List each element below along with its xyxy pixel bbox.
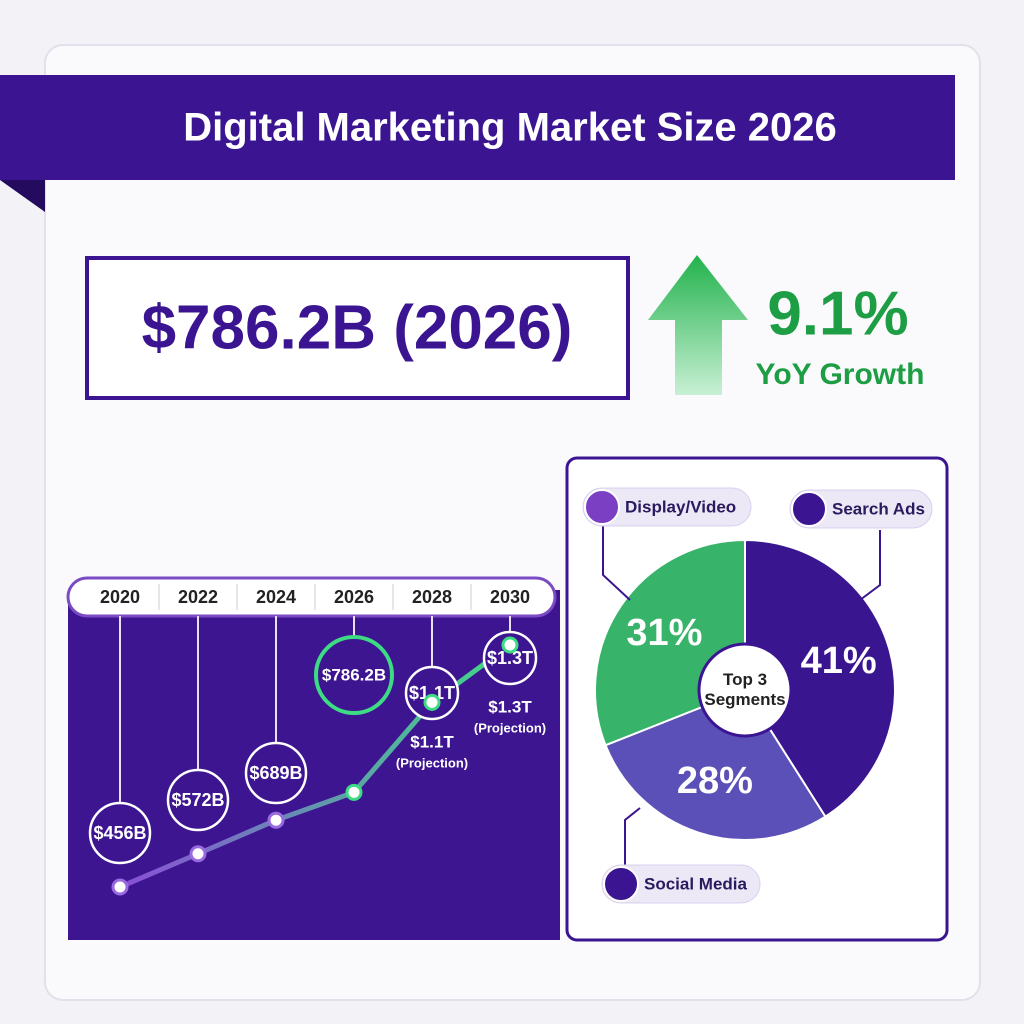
year-label: 2028 xyxy=(412,587,452,607)
legend-connector xyxy=(602,525,631,601)
legend-label: Display/Video xyxy=(625,497,736,516)
legend-label: Search Ads xyxy=(832,499,925,518)
projection-value: $1.1T xyxy=(410,732,454,751)
headline-box xyxy=(85,256,630,400)
projection-note: (Projection) xyxy=(474,720,546,735)
timeline-panel xyxy=(68,590,560,940)
value-label: $572B xyxy=(171,790,224,810)
title: Digital Marketing Market Size 2026 xyxy=(183,106,837,150)
year-label: 2030 xyxy=(490,587,530,607)
year-label: 2022 xyxy=(178,587,218,607)
year-label: 2026 xyxy=(334,587,374,607)
value-badge xyxy=(244,741,308,805)
value-label: $689B xyxy=(249,763,302,783)
legend-tag xyxy=(789,489,933,529)
pie-center-label: Top 3 Segments xyxy=(704,669,786,709)
data-point xyxy=(267,811,285,829)
legend-connector xyxy=(624,807,641,865)
projection-note: (Projection) xyxy=(396,755,468,770)
growth-label: YoY Growth xyxy=(756,358,925,391)
value-badge xyxy=(88,801,152,865)
pie-value-label: 41% xyxy=(801,640,877,682)
legend-icon xyxy=(603,866,639,902)
headline: $786.2B (2026) xyxy=(142,293,573,362)
legend-label: Social Media xyxy=(644,874,748,893)
pie-slice xyxy=(604,688,827,841)
timeline: 2020 2022 2024 2026 2028 2030 $456B $572B $689B $… xyxy=(88,584,546,896)
value-label: $456B xyxy=(93,823,146,843)
data-point xyxy=(345,783,363,801)
pie-center xyxy=(697,642,793,738)
data-point xyxy=(111,878,129,896)
pie-value-label: 28% xyxy=(677,760,753,802)
pie-value-label: 31% xyxy=(626,612,702,654)
data-point xyxy=(189,845,207,863)
data-point xyxy=(501,636,519,654)
legend-icon xyxy=(584,489,620,525)
value-badge xyxy=(404,665,460,721)
value-label: $1.1T xyxy=(409,683,455,703)
legend-connector xyxy=(859,530,881,601)
year-label: 2024 xyxy=(256,587,296,607)
legend-icon xyxy=(791,491,827,527)
value-badge xyxy=(166,768,230,832)
value-label: $786.2B xyxy=(322,665,386,684)
growth-value: 9.1% xyxy=(767,279,908,348)
data-point xyxy=(423,693,441,711)
value-badge xyxy=(314,635,394,715)
year-bar xyxy=(66,576,557,618)
pie: 41% 28% 31% Search Ads Social Media Display/V… xyxy=(582,487,933,904)
value-label: $1.3T xyxy=(487,648,533,668)
legend-tag xyxy=(601,864,761,904)
growth-arrow xyxy=(648,255,748,395)
projection-value: $1.3T xyxy=(488,697,532,716)
value-badge xyxy=(482,630,538,686)
title-banner xyxy=(0,75,955,180)
year-label: 2020 xyxy=(100,587,140,607)
banner-fold xyxy=(0,180,45,212)
legend-tag xyxy=(582,487,752,527)
